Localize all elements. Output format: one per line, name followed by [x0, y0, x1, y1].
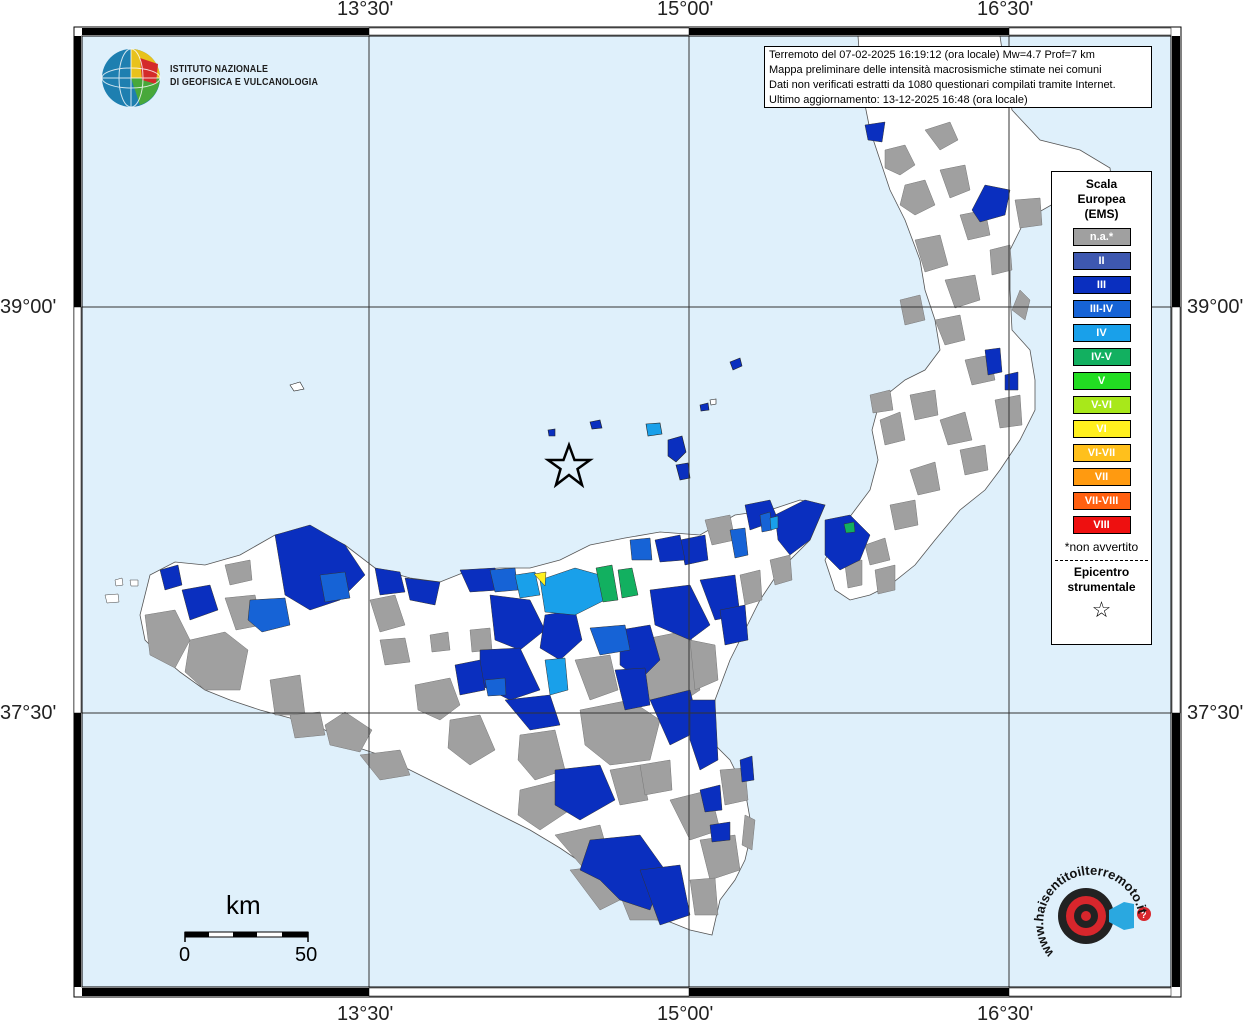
logo-line-2: DI GEOFISICA E VULCANOLOGIA — [170, 76, 319, 88]
legend-title: Scala Europea (EMS) — [1052, 177, 1151, 222]
scale-min: 0 — [179, 944, 191, 966]
lon-label-top-2: 15°00' — [657, 0, 714, 20]
legend-epicenter-label: Epicentro strumentale — [1052, 565, 1151, 595]
event-info-line-1: Terremoto del 07-02-2025 16:19:12 (ora l… — [769, 49, 1095, 61]
legend-item-8: VI — [1072, 420, 1131, 438]
legend-item-2: III — [1072, 276, 1131, 294]
sicily-intensity-iii-iv — [247, 511, 773, 697]
lon-label-top-1: 13°30' — [337, 0, 394, 20]
event-info-line-4: Ultimo aggiornamento: 13-12-2025 16:48 (… — [769, 94, 1028, 106]
lat-label-right-1: 39°00' — [1187, 296, 1244, 318]
svg-text:?: ? — [1141, 910, 1147, 920]
legend-item-0: n.a.* — [1072, 228, 1131, 246]
map-frame — [73, 26, 1182, 998]
legend-epicenter-line-1: Epicentro — [1073, 565, 1130, 579]
legend-star-icon: ☆ — [1091, 597, 1112, 622]
sicily-intensity-iv-v — [595, 521, 856, 603]
legend-title-line-2: Europea — [1077, 192, 1126, 206]
calabria-intensity-iii — [824, 121, 1019, 571]
epicenter-star — [544, 441, 594, 489]
ingv-logo-text: ISTITUTO NAZIONALE DI GEOFISICA E VULCAN… — [170, 63, 318, 89]
legend-item-10: VII — [1072, 468, 1131, 486]
legend-item-7: V-VI — [1072, 396, 1131, 414]
event-info-box: Terremoto del 07-02-2025 16:19:12 (ora l… — [764, 46, 1152, 108]
legend-title-line-3: (EMS) — [1084, 207, 1119, 221]
ustica-island — [289, 381, 305, 392]
scale-max: 50 — [295, 944, 318, 966]
legend-item-4: IV — [1072, 324, 1131, 342]
lat-label-left-2: 37°30' — [0, 702, 57, 724]
legend-item-5: IV-V — [1072, 348, 1131, 366]
legend-item-3: III-IV — [1072, 300, 1131, 318]
sicily-intensity-iv — [514, 515, 779, 696]
legend-item-12: VIII — [1072, 516, 1131, 534]
legend-separator — [1055, 560, 1148, 561]
lon-label-bottom-2: 15°00' — [657, 1003, 714, 1025]
haisentito-badge-icon: ? www.haisentitoilterremoto.it — [1031, 863, 1151, 961]
lon-label-bottom-3: 16°30' — [977, 1003, 1034, 1025]
legend-item-6: V — [1072, 372, 1131, 390]
lat-label-left-1: 39°00' — [0, 296, 57, 318]
legend-items: n.a.* II III III-IV IV IV-V V V-VI VI VI-VII VII VI… — [1052, 228, 1151, 534]
legend-epicenter-line-2: strumentale — [1067, 580, 1136, 594]
logo-line-1: ISTITUTO NAZIONALE — [170, 63, 269, 75]
legend-item-1: II — [1072, 252, 1131, 270]
graticule — [82, 36, 1171, 987]
lon-label-bottom-1: 13°30' — [337, 1003, 394, 1025]
lat-label-right-2: 37°30' — [1187, 702, 1244, 724]
lon-label-top-3: 16°30' — [977, 0, 1034, 20]
sicily-na-patches — [144, 514, 793, 921]
ems-legend: Scala Europea (EMS) n.a.* II III III-IV IV IV… — [1051, 171, 1152, 645]
egadi-islands — [104, 577, 139, 604]
aeolian-islands — [547, 357, 743, 481]
ingv-logo-icon — [101, 48, 161, 108]
legend-item-11: VII-VIII — [1072, 492, 1131, 510]
legend-note: *non avvertito — [1064, 540, 1139, 554]
event-info-line-3: Dati non verificati estratti da 1080 que… — [769, 79, 1116, 91]
sicily-intensity-iii — [159, 499, 826, 926]
scale-unit: km — [226, 890, 261, 920]
scale-bar — [184, 931, 309, 942]
legend-title-line-1: Scala — [1085, 177, 1118, 191]
calabria-na-patches — [844, 121, 1043, 595]
event-info-line-2: Mappa preliminare delle intensità macros… — [769, 64, 1102, 76]
sicily-intensity-vi — [533, 571, 547, 587]
legend-item-9: VI-VII — [1072, 444, 1131, 462]
